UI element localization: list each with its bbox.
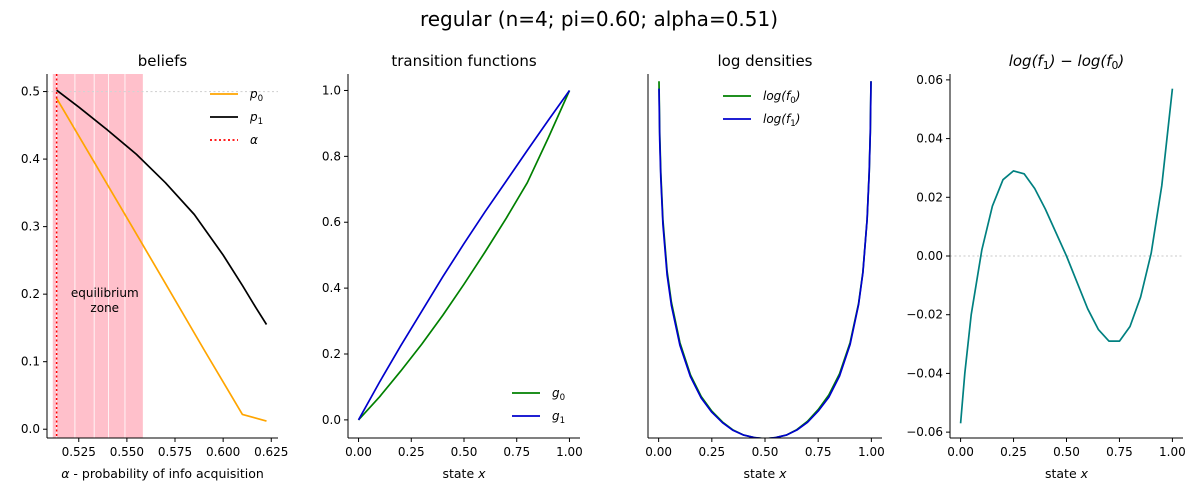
- chart-panel-3: 0.00 0.25 0.50 0.75 1.00 log densities state x…: [645, 52, 884, 481]
- x-axis-label: state x: [1045, 466, 1089, 481]
- legend-label: g0: [552, 386, 565, 403]
- x-axis-label: α - probability of info acquisition: [61, 466, 264, 481]
- x-tick-label: 0.550: [110, 445, 144, 459]
- series-line-2: [658, 81, 872, 438]
- y-tick-label: 0.4: [322, 281, 341, 295]
- y-tick-label: 0.1: [21, 355, 40, 369]
- chart-title: beliefs: [138, 52, 188, 70]
- zone-annotation: zone: [90, 301, 119, 315]
- x-tick-label: 0.25: [398, 445, 425, 459]
- y-tick-label: 0.04: [916, 132, 943, 146]
- y-tick-label: 0.4: [21, 152, 40, 166]
- x-tick-label: 1.00: [858, 445, 885, 459]
- x-tick-label: 0.25: [1000, 445, 1027, 459]
- y-tick-label: −0.04: [906, 366, 943, 380]
- x-tick-label: 0.25: [698, 445, 725, 459]
- legend-label: p0: [249, 87, 263, 104]
- x-tick-label: 0.525: [62, 445, 96, 459]
- series-line-2: [357, 90, 571, 421]
- zone-annotation: equilibrium: [71, 286, 139, 300]
- x-tick-label: 0.75: [1106, 445, 1133, 459]
- y-tick-label: 0.00: [916, 249, 943, 263]
- chart-title: transition functions: [391, 52, 537, 70]
- x-tick-label: 1.00: [1159, 445, 1186, 459]
- legend-label: g1: [552, 409, 565, 426]
- legend-label: log(f0): [763, 89, 800, 106]
- y-tick-label: 0.3: [21, 220, 40, 234]
- series-line-2: [56, 89, 268, 325]
- series-line-1: [55, 97, 267, 422]
- x-tick-label: 0.50: [752, 445, 779, 459]
- figure-title: regular (n=4; pi=0.60; alpha=0.51): [420, 7, 778, 31]
- x-tick-label: 0.00: [947, 445, 974, 459]
- y-tick-label: −0.02: [906, 308, 943, 322]
- series-line-1: [357, 90, 571, 421]
- series-line-1: [959, 88, 1174, 424]
- legend-label: log(f1): [763, 112, 800, 129]
- legend: p0 p1 α: [210, 87, 263, 147]
- chart-panel-4: 0.00 0.25 0.50 0.75 1.00 −0.06 −0.04 −0.02 0.00 0…: [906, 52, 1186, 481]
- chart-panel-1: 0.525 0.550 0.575 0.600 0.625 0.0 0.1 0.2 0.3 0.4…: [21, 52, 289, 481]
- legend: log(f0) log(f1): [723, 89, 800, 129]
- y-tick-label: 1.0: [322, 83, 341, 97]
- x-tick-label: 0.75: [503, 445, 530, 459]
- y-tick-label: 0.2: [21, 287, 40, 301]
- x-tick-label: 0.50: [451, 445, 478, 459]
- chart-title: log(f1) − log(f0): [1009, 52, 1125, 72]
- legend-label: p1: [249, 110, 263, 127]
- legend-label: α: [250, 133, 258, 147]
- x-tick-label: 0.575: [158, 445, 192, 459]
- y-tick-label: 0.5: [21, 85, 40, 99]
- x-tick-label: 0.75: [805, 445, 832, 459]
- y-tick-label: 0.06: [916, 73, 943, 87]
- series-line-1: [658, 81, 872, 438]
- x-tick-label: 1.00: [556, 445, 583, 459]
- x-tick-label: 0.00: [645, 445, 672, 459]
- y-tick-label: 0.02: [916, 190, 943, 204]
- x-tick-label: 0.625: [254, 445, 288, 459]
- y-tick-label: 0.0: [21, 422, 40, 436]
- y-tick-label: 0.2: [322, 347, 341, 361]
- x-tick-label: 0.00: [345, 445, 372, 459]
- x-tick-label: 0.600: [206, 445, 240, 459]
- chart-title: log densities: [718, 52, 813, 70]
- y-tick-label: 0.0: [322, 413, 341, 427]
- y-tick-label: −0.06: [906, 425, 943, 439]
- x-axis-label: state x: [743, 466, 787, 481]
- chart-panel-2: 0.00 0.25 0.50 0.75 1.00 0.0 0.2 0.4 0.6 0.8 1.0 tr…: [322, 52, 583, 481]
- equilibrium-zone-shade: [52, 74, 144, 438]
- x-axis-label: state x: [442, 466, 486, 481]
- x-tick-label: 0.50: [1053, 445, 1080, 459]
- y-tick-label: 0.8: [322, 149, 341, 163]
- y-tick-label: 0.6: [322, 215, 341, 229]
